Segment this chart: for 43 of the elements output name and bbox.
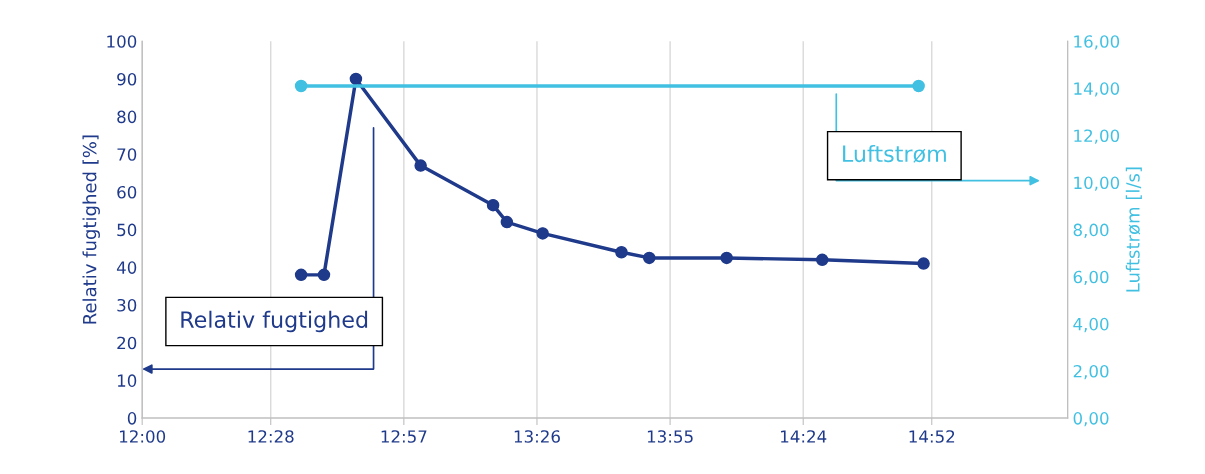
y2-tick-label: 12,00 — [1074, 129, 1120, 144]
point — [720, 251, 733, 265]
y-tick-label: 100 — [107, 35, 137, 48]
y-axis-title: Relativ fugtighed [%] — [82, 135, 100, 324]
y2-tick-label: 2,00 — [1073, 364, 1109, 380]
text: Luftstrøm — [843, 144, 946, 163]
y2-tick-label: 8,00 — [1073, 223, 1109, 238]
y2-tick-label: 4,00 — [1073, 317, 1109, 333]
y2-tick-label: 10,00 — [1074, 176, 1120, 191]
y-tick-label: 30 — [117, 298, 137, 312]
x-tick-label: 12:57 — [381, 430, 427, 443]
x-tick-label: 12:00 — [120, 430, 166, 443]
y2-tick-label: 14,00 — [1074, 82, 1120, 97]
x-tick-label: 13:26 — [514, 430, 560, 443]
x-tick-label: 12:28 — [248, 430, 294, 443]
point — [317, 268, 331, 282]
y-tick-label: 90 — [117, 72, 137, 86]
y-tick-label: 50 — [117, 223, 137, 237]
point — [500, 215, 514, 229]
y-tick-label: 70 — [117, 148, 137, 161]
point — [294, 268, 308, 282]
point — [917, 257, 930, 270]
x-tick-label: 14:52 — [909, 430, 955, 443]
point — [349, 72, 363, 86]
y-tick-label: 40 — [116, 261, 137, 274]
text: Relativ fugtighed — [181, 310, 368, 333]
y2-tick-label: 0,00 — [1073, 412, 1109, 427]
y2-tick-label: 6,00 — [1073, 270, 1109, 286]
point — [536, 227, 549, 240]
point — [815, 253, 829, 267]
y-tick-label: 0 — [127, 412, 137, 425]
x-tick-label: 13:55 — [647, 430, 693, 443]
y2-axis-title: Luftstrøm [l/s] — [1125, 167, 1142, 292]
y-tick-label: 20 — [117, 336, 137, 350]
y-tick-label: 80 — [117, 110, 137, 124]
point — [486, 198, 500, 212]
y2-tick-label: 16,00 — [1074, 35, 1120, 50]
point — [615, 246, 628, 259]
x-tick-label: 14:24 — [781, 430, 827, 443]
y-tick-label: 60 — [117, 185, 137, 199]
y-tick-label: 10 — [117, 374, 137, 387]
point — [414, 159, 427, 172]
point — [643, 251, 656, 265]
